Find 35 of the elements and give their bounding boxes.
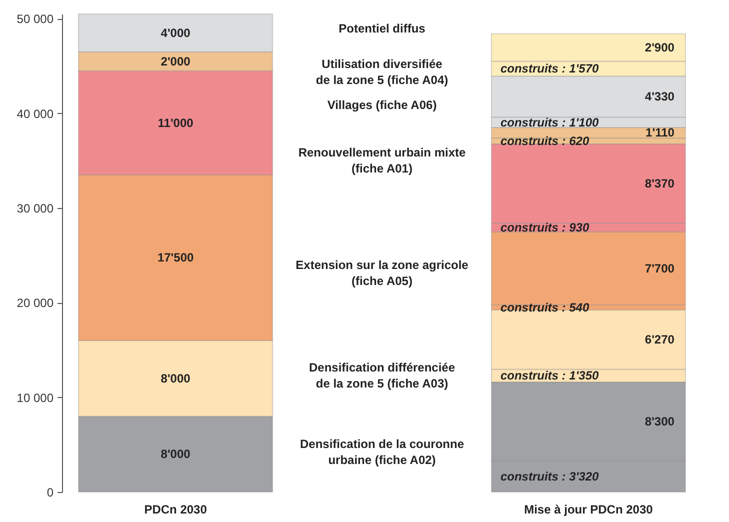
annotation: Utilisation diversifiée de la zone 5 (fiche A04)	[316, 57, 448, 88]
y-tick-label: 50 000	[16, 12, 54, 26]
annotation: Potentiel diffus	[338, 21, 426, 36]
data-label: construits : 3'320	[500, 469, 599, 484]
annotation: Densification de la couronne urbaine (fiche A02)	[300, 437, 464, 468]
data-label: construits : 1'100	[500, 115, 599, 130]
data-label: 1'110	[646, 126, 675, 140]
y-tick-label: 20 000	[16, 296, 54, 310]
data-label: construits : 930	[500, 220, 590, 234]
y-tick-label: 30 000	[16, 202, 54, 216]
data-label: 11'000	[158, 116, 194, 130]
data-label: construits : 1'570	[500, 62, 599, 76]
x-tick-label: Mise à jour PDCn 2030	[524, 502, 654, 516]
data-label: 8'000	[160, 371, 191, 386]
data-label: 4'000	[160, 26, 191, 40]
data-label: 17'500	[157, 250, 194, 265]
x-tick-label: PDCn 2030	[144, 502, 208, 516]
annotation: Villages (fiche A06)	[327, 98, 437, 112]
annotation: Renouvellement urbain mixte (fiche A01)	[298, 146, 466, 176]
data-label: 4'330	[644, 90, 675, 104]
y-tick-label: 0	[46, 486, 54, 500]
annotation: Densification différenciée de la zone 5 (fiche A03)	[308, 360, 456, 391]
data-label: construits : 1'350	[500, 368, 599, 383]
data-label: 8'000	[160, 447, 191, 462]
data-label: 2'000	[160, 54, 191, 68]
y-tick-label: 10 000	[16, 390, 54, 405]
data-label: 7'700	[644, 261, 675, 276]
data-label: 6'270	[644, 332, 675, 347]
data-label: 8'370	[644, 176, 675, 190]
data-label: 8'300	[644, 414, 675, 428]
data-label: construits : 620	[500, 134, 590, 148]
data-label: 2'900	[644, 40, 675, 55]
annotation: Extension sur la zone agricole (fiche A05)	[296, 258, 469, 288]
data-label: construits : 540	[500, 300, 590, 314]
y-tick-label: 40 000	[16, 106, 54, 121]
